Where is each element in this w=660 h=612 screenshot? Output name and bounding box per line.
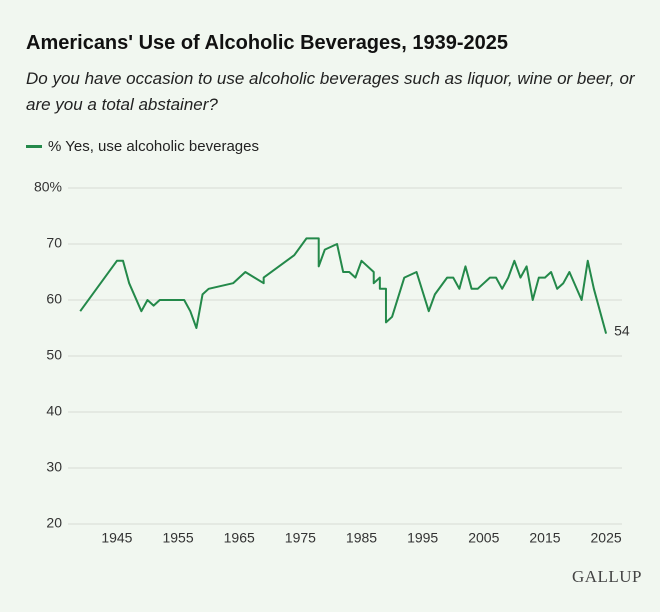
- x-tick-label: 2015: [529, 530, 560, 546]
- x-tick-label: 2025: [591, 530, 622, 546]
- y-tick-label: 50: [46, 347, 62, 363]
- line-series: [79, 237, 608, 334]
- legend: % Yes, use alcoholic beverages: [26, 138, 259, 155]
- chart-title: Americans' Use of Alcoholic Beverages, 1…: [26, 32, 509, 54]
- y-tick-label: 30: [46, 459, 62, 475]
- x-tick-label: 1955: [162, 530, 193, 546]
- legend-label: % Yes, use alcoholic beverages: [48, 138, 259, 155]
- legend-swatch: [26, 145, 42, 148]
- x-tick-label: 1945: [101, 530, 132, 546]
- x-tick-label: 1995: [407, 530, 438, 546]
- y-tick-label: 60: [46, 291, 62, 307]
- x-tick-label: 1975: [285, 530, 316, 546]
- chart-subtitle: Do you have occasion to use alcoholic be…: [26, 69, 635, 114]
- y-tick-label: 40: [46, 403, 62, 419]
- source: GALLUP: [571, 567, 642, 586]
- data-label: 54: [614, 322, 630, 338]
- x-tick-label: 1965: [224, 530, 255, 546]
- x-tick-label: 2005: [468, 530, 499, 546]
- y-tick-label: 80%: [34, 179, 62, 195]
- x-tick-label: 1985: [346, 530, 377, 546]
- y-tick-label: 70: [46, 235, 62, 251]
- y-tick-label: 20: [46, 515, 62, 531]
